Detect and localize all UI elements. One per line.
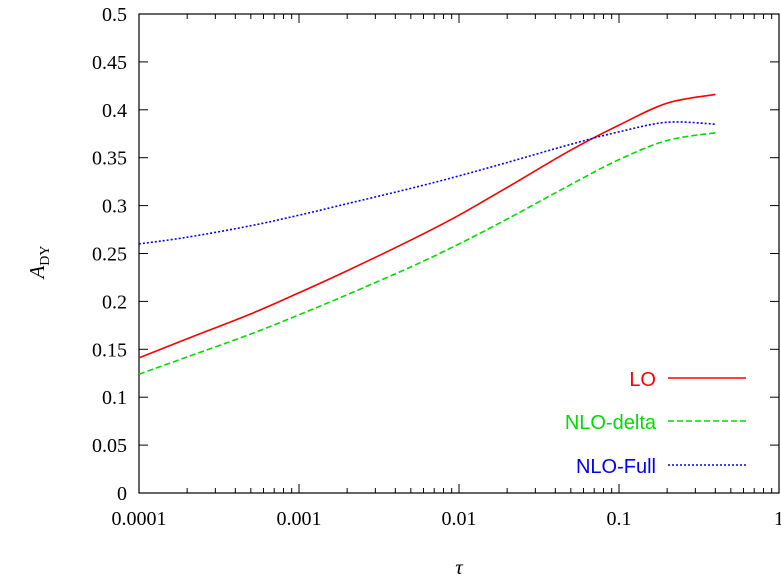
y-axis-label-main: A	[25, 266, 49, 281]
x-tick-label: 0.01	[442, 508, 477, 530]
tick-labels: 0 0.05 0.1 0.15 0.2 0.25 0.3 0.35 0.4 0.45 0.5 0.00…	[92, 4, 781, 530]
y-tick-label: 0.45	[92, 52, 127, 74]
series-line-nlo-full	[138, 121, 716, 245]
y-tick-label: 0.5	[102, 4, 127, 26]
y-tick-label: 0.15	[92, 339, 127, 361]
ticks	[138, 13, 780, 494]
y-tick-label: 0.1	[102, 387, 127, 409]
legend: LO NLO-delta NLO-Full	[565, 369, 746, 478]
y-axis-label: ADY	[25, 245, 53, 280]
x-tick-label: 0.001	[277, 508, 322, 530]
y-axis-label-subscript: DY	[38, 245, 53, 265]
legend-label-nlo-full: NLO-Full	[576, 456, 656, 478]
y-tick-label: 0	[117, 483, 127, 505]
series-lines	[138, 93, 716, 375]
svg-text:ADY: ADY	[25, 245, 53, 280]
y-tick-label: 0.3	[102, 196, 127, 218]
x-axis-label: τ	[455, 555, 464, 579]
x-tick-label: 1	[774, 508, 781, 530]
series-line-lo	[138, 93, 716, 359]
y-tick-label: 0.25	[92, 244, 127, 266]
y-tick-label: 0.05	[92, 435, 127, 457]
legend-label-lo: LO	[629, 369, 656, 391]
x-tick-label: 0.1	[607, 508, 632, 530]
x-tick-label: 0.0001	[112, 508, 167, 530]
y-tick-label: 0.2	[102, 291, 127, 313]
legend-label-nlo-delta: NLO-delta	[565, 412, 657, 434]
y-tick-label: 0.4	[102, 100, 127, 122]
series-line-nlo-delta	[138, 131, 716, 375]
y-tick-label: 0.35	[92, 148, 127, 170]
